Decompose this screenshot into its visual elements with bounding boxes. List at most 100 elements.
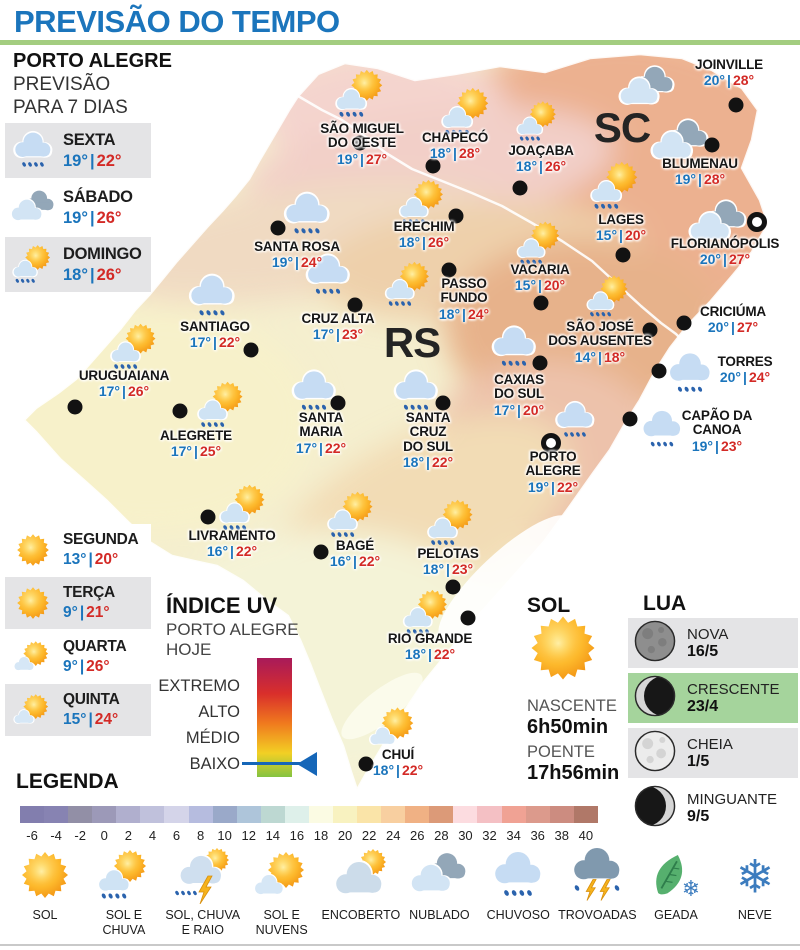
city-label: CAXIAS DO SUL 17° | 20°	[493, 372, 545, 418]
city-marker	[270, 220, 286, 236]
city-marker	[200, 509, 216, 525]
sol-chuva-icon	[398, 586, 456, 644]
city-label: SANTIAGO 17° | 22°	[180, 319, 250, 351]
day-temps: 18° | 26°	[63, 265, 122, 284]
chuvoso-icon	[183, 270, 241, 328]
day-label: SEGUNDA	[63, 531, 139, 548]
legend-value: 6	[172, 828, 181, 843]
legend-swatch	[357, 806, 382, 823]
city-marker	[676, 315, 692, 331]
legend-value: 18	[313, 828, 329, 843]
city-label: SÃO JOSÉ DOS AUSENTES 14° | 18°	[548, 319, 652, 365]
sol-nuvens-icon	[366, 702, 422, 758]
legend-swatch	[284, 806, 309, 823]
sunset-time: 17h56min	[527, 762, 620, 784]
sol-chuva-icon	[422, 496, 482, 555]
sol-chuva-icon	[322, 488, 382, 547]
city-label: CHAPECÓ 18° | 28°	[421, 130, 489, 162]
city-marker	[615, 247, 631, 263]
city-marker	[445, 579, 461, 595]
city-label: JOAÇABA 18° | 26°	[508, 143, 574, 175]
legend-value: 0	[100, 828, 108, 843]
day-temps: 15° | 24°	[63, 711, 119, 728]
city-marker	[435, 395, 451, 411]
forecast-day-card: TERÇA 9° | 21°	[5, 577, 151, 629]
sunrise-label: NASCENTE	[527, 697, 617, 715]
condition-label: SOL E NUVENS	[255, 908, 308, 937]
state-label-sc: SC	[593, 104, 651, 151]
condition-label: GEADA	[654, 908, 698, 922]
forecast-day-card: DOMINGO 18° | 26°	[5, 237, 151, 292]
condition-label: SOL E CHUVA	[102, 908, 146, 937]
moon-phase-date: 1/5	[687, 752, 710, 770]
legend-values: -6 -4 -2 0 2 4 6 8 10 12 14 16 18 20 22 24 26 28 30 32 34 36 3…	[20, 828, 598, 843]
sol-chuva-icon	[8, 242, 58, 287]
condition-label: ENCOBERTO	[321, 908, 401, 922]
condition-label: NEVE	[737, 908, 772, 922]
legend-value: 36	[530, 828, 545, 843]
state-label-rs: RS	[383, 319, 441, 366]
condition-encoberto: ENCOBERTO	[322, 846, 400, 938]
uv-level-extremo: EXTREMO	[158, 677, 240, 695]
city-marker	[330, 395, 346, 411]
city-marker	[651, 363, 667, 379]
sol-chuva-icon	[85, 846, 163, 904]
legend-value: 30	[458, 828, 473, 843]
legend-swatch	[260, 806, 285, 823]
sol-chuva-icon	[214, 481, 274, 540]
moon-nova-icon	[633, 619, 677, 668]
sol-chuva-icon	[436, 84, 498, 145]
city-marker	[704, 137, 720, 153]
state-border-rs-sc	[297, 94, 685, 343]
chuvoso-icon	[286, 366, 342, 422]
city-label: FLORIANÓPOLIS 20° | 27°	[670, 236, 780, 268]
legend-swatch	[68, 806, 93, 823]
condition-neve: ❄ NEVE	[716, 846, 794, 938]
condition-icons-row: SOL SOL E CHUVA SOL, CHUVA E RAIO SOL E NUVENS…	[6, 846, 794, 938]
chuvoso-icon	[278, 188, 336, 246]
day-label: SÁBADO	[63, 187, 133, 206]
city-marker	[313, 544, 329, 560]
moon-phase-name: MINGUANTE	[687, 790, 777, 808]
city-label: CAPÃO DA CANOA 19° | 23°	[681, 408, 753, 454]
city-label: CRUZ ALTA 17° | 23°	[301, 311, 375, 343]
chuvoso-icon	[662, 348, 718, 404]
day-temps: 9° | 26°	[63, 658, 110, 675]
day-label: QUARTA	[63, 638, 127, 655]
moon-phase-date: 9/5	[687, 807, 710, 825]
sol-chuva-icon	[585, 158, 647, 219]
uv-index-title: ÍNDICE UV	[166, 593, 278, 618]
forecast-day-card: QUINTA 15° | 24°	[5, 684, 151, 736]
city-marker	[642, 322, 658, 338]
nublado-icon	[8, 185, 58, 230]
legend-swatch	[164, 806, 189, 823]
condition-label: SOL, CHUVA E RAIO	[165, 908, 241, 937]
forecast-city-title: PORTO ALEGRE	[13, 50, 172, 72]
legend-value: -6	[26, 828, 38, 843]
city-label: ALEGRETE 17° | 25°	[160, 428, 232, 460]
page-title: PREVISÃO DO TEMPO	[14, 4, 340, 39]
forecast-day-card: SÁBADO 19° | 26°	[5, 180, 151, 235]
city-label: SANTA CRUZ DO SUL 18° | 22°	[402, 410, 454, 471]
city-label: SANTA ROSA 19° | 24°	[254, 239, 340, 271]
moon-phase-minguante: MINGUANTE 9/5	[628, 783, 798, 833]
condition-geada: ❄ GEADA	[637, 846, 715, 938]
city-marker	[441, 262, 457, 278]
uv-pointer-arrow-icon	[297, 752, 317, 776]
geada-icon: ❄	[637, 846, 715, 904]
legend-swatch	[525, 806, 550, 823]
chuvoso-icon	[388, 366, 444, 422]
moon-phase-date: 23/4	[687, 697, 719, 715]
chuvoso-icon	[8, 128, 58, 173]
legend-swatch	[429, 806, 454, 823]
legend-value: -4	[50, 828, 62, 843]
moon-section-title: LUA	[643, 592, 687, 615]
uv-city: PORTO ALEGRE	[166, 620, 299, 639]
moon-phase-date: 16/5	[687, 642, 719, 660]
city-label: CRICIÚMA 20° | 27°	[700, 304, 766, 336]
legend-value: 40	[578, 828, 594, 843]
day-label: DOMINGO	[63, 244, 142, 263]
nublado-icon	[616, 60, 678, 121]
sol-chuva-icon	[380, 258, 438, 316]
